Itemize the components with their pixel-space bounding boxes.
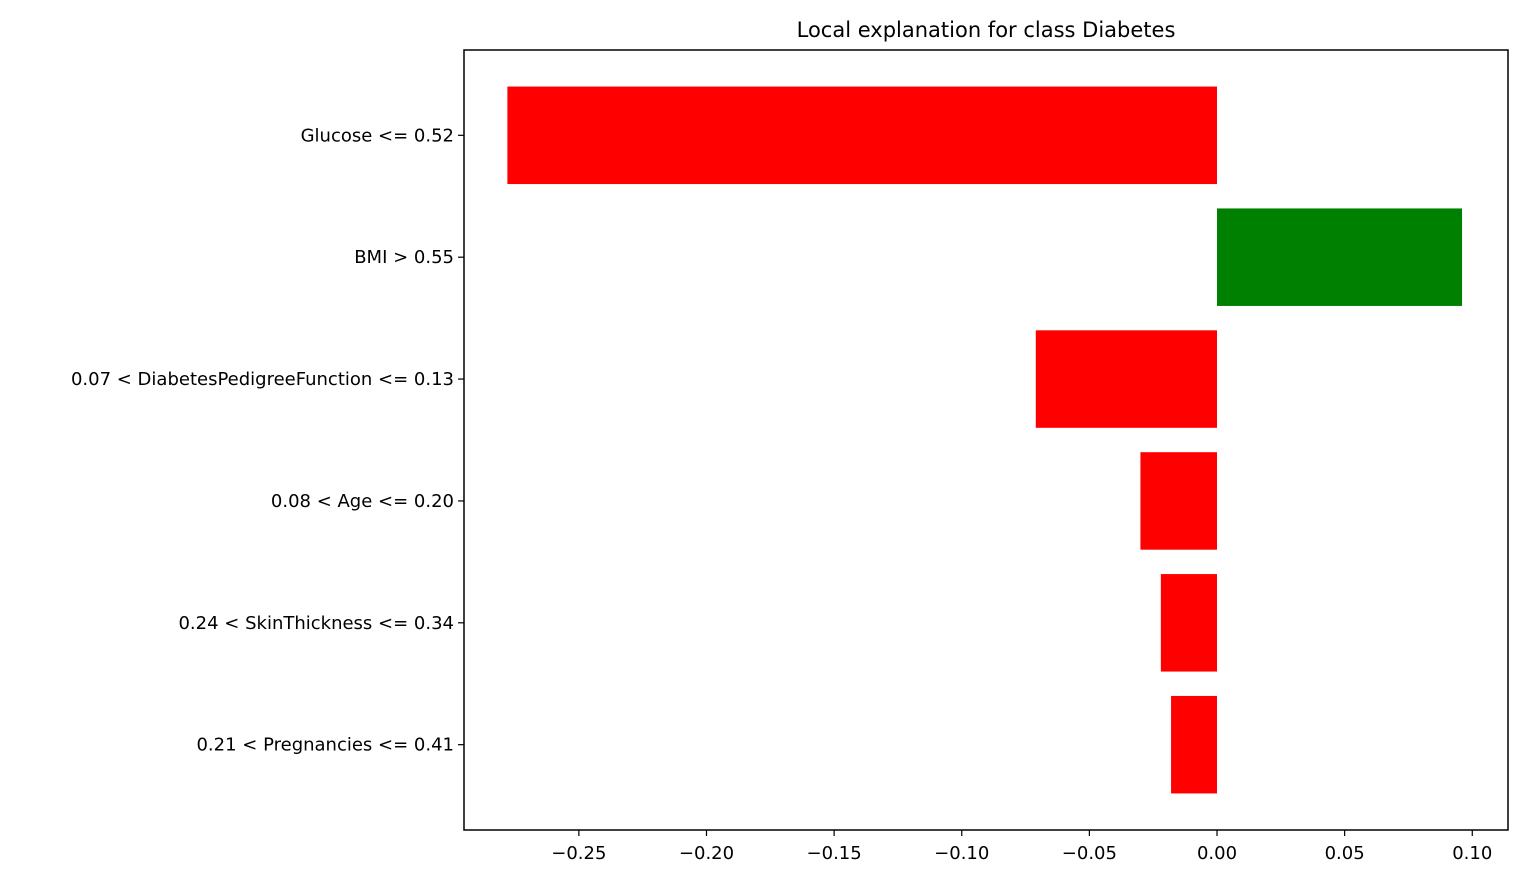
x-tick-label: 0.05 bbox=[1325, 843, 1365, 864]
y-tick-label: 0.24 < SkinThickness <= 0.34 bbox=[178, 613, 454, 634]
y-tick-label: Glucose <= 0.52 bbox=[301, 125, 454, 146]
x-tick-label: −0.15 bbox=[807, 843, 862, 864]
x-tick-label: −0.10 bbox=[934, 843, 989, 864]
x-tick-label: 0.00 bbox=[1197, 843, 1237, 864]
x-tick-label: −0.25 bbox=[551, 843, 606, 864]
y-tick-label: 0.07 < DiabetesPedigreeFunction <= 0.13 bbox=[71, 369, 454, 390]
bar-5 bbox=[1171, 695, 1218, 794]
x-tick-label: −0.05 bbox=[1062, 843, 1117, 864]
x-tick-label: −0.20 bbox=[679, 843, 734, 864]
bar-0 bbox=[507, 86, 1218, 185]
x-axis: −0.25 −0.20 −0.15 −0.10 −0.05 0.00 0.05 0.10 bbox=[551, 830, 1492, 864]
y-tick-label: 0.08 < Age <= 0.20 bbox=[271, 491, 454, 512]
y-axis: Glucose <= 0.52 BMI > 0.55 0.07 < Diabetes… bbox=[71, 125, 464, 756]
bar-3 bbox=[1140, 452, 1218, 550]
bars-layer bbox=[507, 86, 1463, 794]
x-tick-label: 0.10 bbox=[1452, 843, 1492, 864]
bar-1 bbox=[1217, 208, 1463, 306]
chart-title: Local explanation for class Diabetes bbox=[797, 18, 1176, 42]
bar-2 bbox=[1035, 330, 1218, 428]
bar-4 bbox=[1160, 574, 1218, 672]
y-tick-label: 0.21 < Pregnancies <= 0.41 bbox=[196, 735, 454, 756]
plot-frame bbox=[463, 49, 1509, 831]
y-tick-label: BMI > 0.55 bbox=[354, 247, 454, 268]
